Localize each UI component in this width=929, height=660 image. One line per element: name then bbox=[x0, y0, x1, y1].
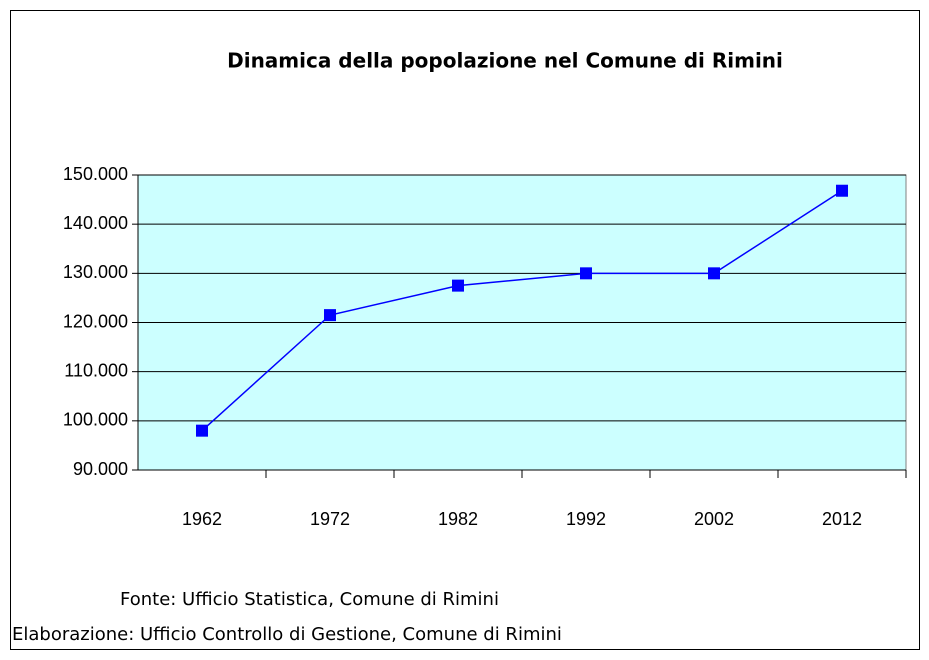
point-marker bbox=[708, 267, 720, 280]
x-tick-label: 2012 bbox=[822, 509, 862, 529]
x-tick-label: 1972 bbox=[310, 509, 350, 529]
point-marker bbox=[196, 424, 208, 437]
point-marker bbox=[324, 309, 336, 322]
point-marker bbox=[836, 184, 848, 197]
x-tick-label: 1982 bbox=[438, 509, 478, 529]
x-tick-label: 1992 bbox=[566, 509, 606, 529]
y-tick-label: 150.000 bbox=[63, 164, 128, 184]
chart-title: Dinamica della popolazione nel Comune di… bbox=[227, 49, 783, 73]
point-marker bbox=[580, 267, 592, 280]
y-tick-label: 100.000 bbox=[63, 410, 128, 430]
x-tick-label: 1962 bbox=[182, 509, 222, 529]
y-tick-label: 90.000 bbox=[73, 459, 128, 479]
y-tick-label: 130.000 bbox=[63, 262, 128, 282]
y-tick-label: 140.000 bbox=[63, 213, 128, 233]
series-line bbox=[201, 190, 843, 432]
point-marker bbox=[452, 279, 464, 292]
y-tick-label: 110.000 bbox=[64, 360, 128, 380]
x-tick-label: 2002 bbox=[694, 509, 734, 529]
y-tick-label: 120.000 bbox=[63, 311, 128, 331]
source-note: Fonte: Ufficio Statistica, Comune di Rim… bbox=[120, 589, 499, 610]
credit-note: Elaborazione: Ufficio Controllo di Gesti… bbox=[12, 624, 562, 645]
